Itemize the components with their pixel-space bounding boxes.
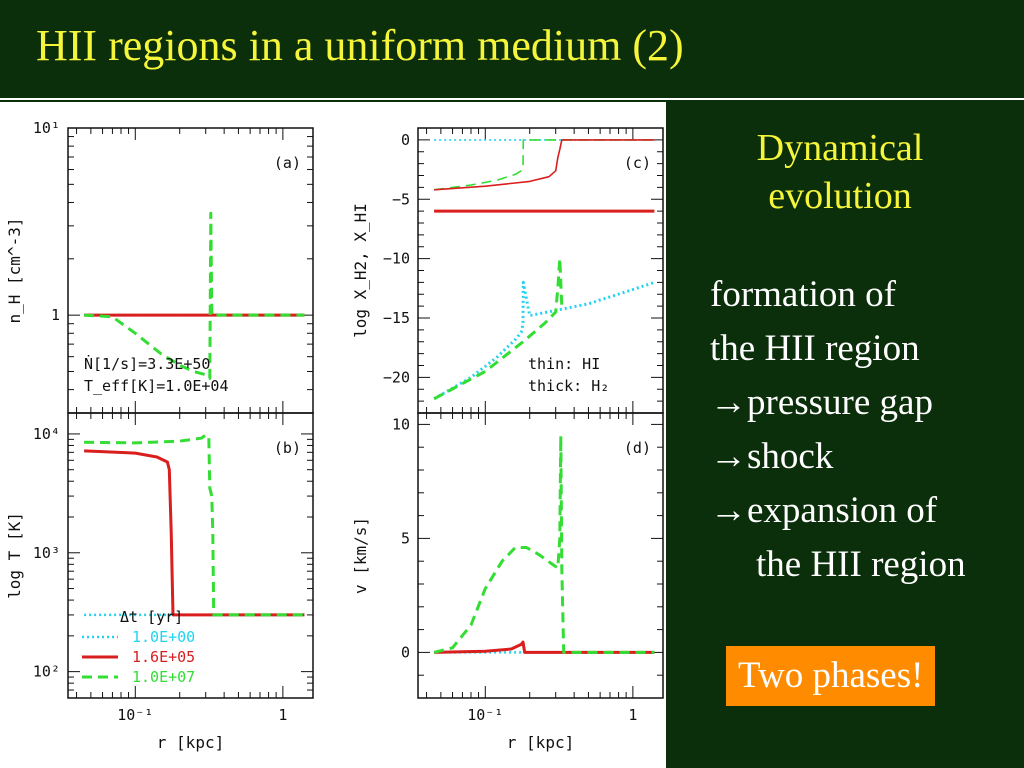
explanation-line: formation of (710, 274, 896, 315)
y-tick-label: 1 (51, 306, 60, 324)
y-tick-label: 10⁴ (33, 425, 60, 443)
panel-label: (b) (274, 439, 301, 457)
y-tick-label: 10¹ (33, 119, 60, 137)
explanation-line: the HII region (710, 328, 920, 369)
panel-frame (417, 412, 664, 699)
series-line (434, 139, 655, 191)
legend-entry: 1.0E+07 (132, 668, 195, 686)
title-divider (0, 98, 1024, 100)
series-line (84, 433, 305, 617)
explanation-line: the HII region (756, 544, 966, 585)
series-line (433, 434, 655, 654)
chart-layer: 1 10¹ n_H [cm^-3] (a) Ṅ[1/s]=3.3E+50 T_eff[K]… (5, 119, 664, 752)
y-tick-label: 10² (33, 663, 60, 681)
series-line (84, 211, 305, 380)
x-axis-label: r [kpc] (157, 733, 224, 752)
panel-annotation: thick: H₂ (528, 377, 609, 395)
panel-frame (67, 412, 314, 699)
panel-label: (d) (624, 439, 651, 457)
panel-label: (a) (274, 154, 301, 172)
legend-title: Δt [yr] (120, 608, 183, 626)
four-panel-chart: 1 10¹ n_H [cm^-3] (a) Ṅ[1/s]=3.3E+50 T_eff[K]… (5, 119, 664, 752)
legend-entry: 1.6E+05 (132, 648, 195, 666)
y-tick-label: 0 (401, 131, 410, 149)
panel-label: (c) (624, 154, 651, 172)
slide-title: HII regions in a uniform medium (2) (36, 21, 684, 70)
y-tick-label: −10 (383, 250, 410, 268)
explanation-line: →shock (710, 436, 834, 477)
figure-panel: 1 10¹ n_H [cm^-3] (a) Ṅ[1/s]=3.3E+50 T_eff[K]… (0, 102, 666, 768)
x-tick-label: 1 (278, 706, 287, 724)
y-axis-label: v [km/s] (351, 517, 370, 594)
series-line (84, 449, 305, 617)
y-axis-label: log X_H2, X_HI (351, 203, 370, 338)
y-tick-label: −15 (383, 309, 410, 327)
x-tick-label: 1 (628, 706, 637, 724)
chart-panel-b: 10⁻¹ 1 r [kpc] 10² 10³ 10⁴ log T [K] (b) Δt [yr]… (5, 412, 314, 752)
legend-entry: 1.0E+00 (132, 628, 195, 646)
chart-panel-c: 0 −5 −10 −15 −20 log X_H2, X_HI (c) thin: HI thi… (351, 127, 664, 414)
y-tick-label: 0 (401, 643, 410, 661)
explanation-list: formation of the HII region →pressure ga… (710, 268, 966, 592)
explanation-line: →pressure gap (710, 382, 933, 423)
chart-panel-a: 1 10¹ n_H [cm^-3] (a) Ṅ[1/s]=3.3E+50 T_eff[K]… (5, 119, 314, 414)
two-phases-callout: Two phases! (726, 646, 936, 706)
panel-annotation: thin: HI (528, 355, 600, 373)
x-tick-label: 10⁻¹ (117, 706, 153, 724)
y-tick-label: 10³ (33, 544, 60, 562)
chart-panel-d: 10⁻¹ 1 r [kpc] 0 5 10 v [km/s] (d) (351, 412, 664, 752)
y-axis-label: log T [K] (5, 512, 24, 599)
y-tick-label: −20 (383, 368, 410, 386)
side-heading-line-2: evolution (768, 175, 912, 217)
x-axis-label: r [kpc] (507, 733, 574, 752)
series-line (433, 139, 655, 191)
side-heading-line-1: Dynamical (756, 127, 924, 169)
parameter-annotation: Ṅ[1/s]=3.3E+50 (84, 354, 210, 373)
series-line (433, 257, 564, 401)
parameter-annotation: T_eff[K]=1.0E+04 (84, 377, 229, 395)
explanation-line: →expansion of (710, 490, 938, 531)
side-heading: Dynamical evolution (700, 124, 980, 220)
y-tick-label: −5 (392, 190, 410, 208)
x-tick-label: 10⁻¹ (467, 706, 503, 724)
y-tick-label: 10 (392, 415, 410, 433)
y-axis-label: n_H [cm^-3] (5, 218, 24, 324)
series-line (434, 640, 655, 654)
y-tick-label: 5 (401, 529, 410, 547)
